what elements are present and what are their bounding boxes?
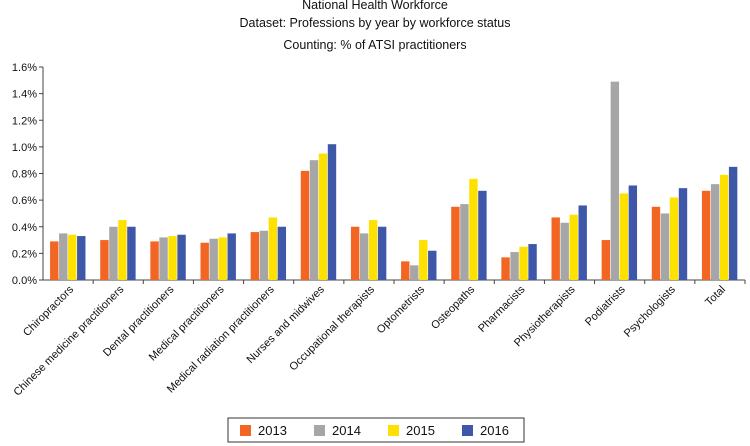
bar-2013 xyxy=(401,261,410,280)
bar-2013 xyxy=(601,240,611,280)
bar-2014 xyxy=(710,184,720,280)
bar-2014 xyxy=(560,222,569,280)
legend-swatch-2015 xyxy=(388,425,399,436)
legend-label-2014: 2014 xyxy=(332,423,361,438)
bar-2014 xyxy=(209,238,218,280)
bar-2014 xyxy=(259,230,269,280)
legend-swatch-2016 xyxy=(462,425,473,436)
bar-2015 xyxy=(619,193,629,280)
bar-2013 xyxy=(250,232,260,280)
legend-swatch-2013 xyxy=(240,425,251,436)
legend-label-2016: 2016 xyxy=(480,423,509,438)
x-tick-label: Pharmacists xyxy=(476,283,528,335)
legend-box xyxy=(227,417,525,443)
x-tick-label: Podiatrists xyxy=(583,283,628,328)
bar-2016 xyxy=(628,185,638,280)
bar-2016 xyxy=(227,233,236,280)
legend-label-2015: 2015 xyxy=(406,423,435,438)
bar-2016 xyxy=(478,190,487,280)
y-tick-label: 1.4% xyxy=(12,89,37,101)
bar-2015 xyxy=(569,214,578,280)
bar-2015 xyxy=(168,236,177,280)
bar-2016 xyxy=(728,166,738,280)
bar-2015 xyxy=(318,153,328,280)
bar-2015 xyxy=(519,246,528,280)
y-tick-label: 1.0% xyxy=(12,142,37,154)
bar-2015 xyxy=(419,240,428,280)
y-tick-label: 1.6% xyxy=(12,62,37,74)
x-tick-label: Occupational therapists xyxy=(287,283,377,373)
bar-2015 xyxy=(368,220,378,280)
y-tick-label: 0.2% xyxy=(12,248,37,260)
bar-2015 xyxy=(68,234,77,280)
bar-2013 xyxy=(551,217,560,280)
bar-2015 xyxy=(469,178,478,280)
bar-2014 xyxy=(610,81,620,280)
y-tick-label: 0.0% xyxy=(12,275,37,287)
x-tick-label: Total xyxy=(703,284,728,309)
bar-2015 xyxy=(118,220,127,280)
bar-2016 xyxy=(177,234,186,280)
bar-2013 xyxy=(50,241,59,280)
x-tick-label: Chiropractors xyxy=(21,283,77,339)
bar-2014 xyxy=(109,226,118,280)
bar-2014 xyxy=(309,160,319,280)
chart-counting-label: Counting: % of ATSI practitioners xyxy=(283,38,467,52)
bar-2013 xyxy=(200,242,209,280)
bar-2013 xyxy=(701,190,711,280)
legend-label-2013: 2013 xyxy=(258,423,287,438)
bar-2013 xyxy=(651,206,661,280)
bar-2016 xyxy=(277,226,287,280)
bar-2016 xyxy=(578,205,587,280)
bar-2016 xyxy=(678,188,688,280)
bar-2014 xyxy=(359,233,369,280)
bar-2016 xyxy=(327,144,337,280)
bar-2016 xyxy=(377,226,387,280)
y-tick-label: 0.4% xyxy=(12,222,37,234)
y-tick-label: 0.8% xyxy=(12,169,37,181)
chart-subtitle: Dataset: Professions by year by workforc… xyxy=(239,16,511,30)
bar-2015 xyxy=(669,197,679,280)
bar-2015 xyxy=(218,237,227,280)
bar-2013 xyxy=(501,257,510,280)
bar-2016 xyxy=(77,236,86,280)
y-tick-label: 1.2% xyxy=(12,115,37,127)
y-tick-label: 0.6% xyxy=(12,195,37,207)
bar-2014 xyxy=(59,233,68,280)
x-tick-label: Psychologists xyxy=(622,283,678,339)
bar-2015 xyxy=(719,174,729,280)
legend-swatch-2014 xyxy=(314,425,325,436)
bar-2013 xyxy=(451,206,460,280)
bar-2013 xyxy=(150,241,159,280)
bar-2014 xyxy=(159,237,168,280)
bar-2016 xyxy=(428,250,437,280)
bar-2014 xyxy=(510,252,519,280)
bar-2013 xyxy=(300,170,310,280)
bar-2013 xyxy=(100,240,109,280)
bar-2016 xyxy=(528,244,537,280)
bar-2016 xyxy=(127,226,136,280)
bar-2013 xyxy=(350,226,360,280)
bar-2014 xyxy=(460,204,469,280)
bar-2015 xyxy=(268,217,278,280)
chart-title: National Health Workforce xyxy=(302,0,448,12)
x-tick-label: Osteopaths xyxy=(429,283,478,332)
bar-2014 xyxy=(410,265,419,280)
x-tick-label: Optometrists xyxy=(375,283,428,336)
x-tick-label: Medical radiation practitioners xyxy=(165,283,277,395)
bar-2014 xyxy=(660,213,670,280)
